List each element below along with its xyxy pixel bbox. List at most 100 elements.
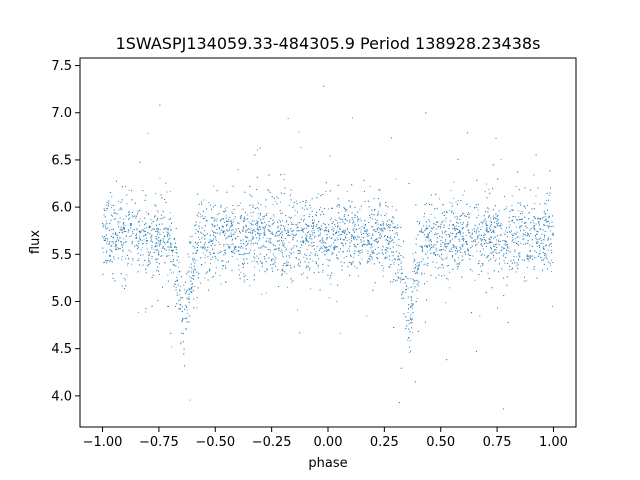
data-point <box>346 239 348 241</box>
data-point <box>137 246 139 248</box>
data-point <box>314 237 316 239</box>
data-point <box>354 223 356 225</box>
data-point <box>494 236 496 238</box>
data-point <box>552 215 554 217</box>
data-point <box>351 240 353 242</box>
data-point <box>311 219 313 221</box>
data-point <box>427 257 429 259</box>
data-point <box>455 201 457 203</box>
data-point <box>224 208 226 210</box>
data-point <box>418 223 420 225</box>
data-point <box>456 225 458 227</box>
data-point <box>321 211 323 213</box>
data-point <box>377 197 379 199</box>
data-point <box>297 222 299 224</box>
data-point <box>225 217 227 219</box>
data-point <box>194 258 196 260</box>
data-point <box>194 241 196 243</box>
data-point <box>263 232 265 234</box>
data-point <box>223 254 225 256</box>
data-point <box>537 255 539 257</box>
data-point <box>478 223 480 225</box>
data-point <box>243 275 245 277</box>
data-point <box>446 359 448 361</box>
data-point <box>238 269 240 271</box>
data-point <box>244 279 246 281</box>
data-point <box>398 252 400 254</box>
data-point <box>333 234 335 236</box>
data-point <box>239 230 240 232</box>
data-point <box>178 261 180 263</box>
data-point <box>359 218 361 220</box>
data-point <box>187 253 189 255</box>
data-point <box>432 261 434 263</box>
data-point <box>240 271 242 273</box>
data-point <box>329 190 331 192</box>
data-point <box>323 241 325 243</box>
data-point <box>486 224 488 226</box>
data-point <box>211 217 213 219</box>
data-point <box>247 218 249 220</box>
data-point <box>155 231 157 233</box>
data-point <box>110 235 112 237</box>
data-point <box>167 234 169 236</box>
data-point <box>270 238 272 240</box>
data-point <box>461 238 463 240</box>
data-point <box>509 265 511 267</box>
data-point <box>360 239 362 241</box>
data-point <box>240 239 242 241</box>
data-point <box>281 237 283 239</box>
data-point <box>427 246 429 248</box>
data-point <box>412 312 414 314</box>
data-point <box>373 252 375 254</box>
data-point <box>517 241 519 243</box>
data-point <box>493 244 495 246</box>
data-point <box>446 256 448 258</box>
data-point <box>121 246 123 248</box>
data-point <box>228 229 230 231</box>
data-point <box>445 239 447 241</box>
data-point <box>280 228 282 230</box>
data-point <box>493 246 495 248</box>
data-point <box>444 258 446 260</box>
data-point <box>255 234 257 236</box>
data-point <box>416 297 418 299</box>
data-point <box>426 228 428 230</box>
data-point <box>292 247 294 249</box>
data-point <box>389 237 391 239</box>
data-point <box>176 280 178 282</box>
data-point <box>309 234 311 236</box>
data-point <box>393 217 395 219</box>
data-point <box>166 233 168 235</box>
data-point <box>183 353 185 355</box>
data-point <box>438 225 440 227</box>
data-point <box>305 200 307 202</box>
data-point <box>283 173 285 175</box>
data-point <box>372 226 374 228</box>
data-point <box>339 234 341 236</box>
data-point <box>548 199 550 201</box>
data-point <box>325 190 327 192</box>
data-point <box>246 258 248 260</box>
data-point <box>296 245 298 247</box>
data-point <box>256 149 258 151</box>
data-point <box>509 231 511 233</box>
data-point <box>477 209 479 211</box>
data-point <box>430 239 432 241</box>
data-point <box>188 293 190 295</box>
data-point <box>242 208 244 210</box>
data-point <box>533 266 535 268</box>
data-point <box>329 259 331 261</box>
data-point <box>418 265 420 267</box>
data-point <box>282 239 284 241</box>
data-point <box>271 270 273 272</box>
data-point <box>148 253 150 255</box>
data-point <box>153 221 155 223</box>
data-point <box>485 227 487 229</box>
data-point <box>129 217 131 219</box>
data-point <box>167 280 169 282</box>
data-point <box>458 263 460 265</box>
data-point <box>547 237 549 239</box>
data-point <box>507 322 509 324</box>
data-point <box>156 261 158 263</box>
